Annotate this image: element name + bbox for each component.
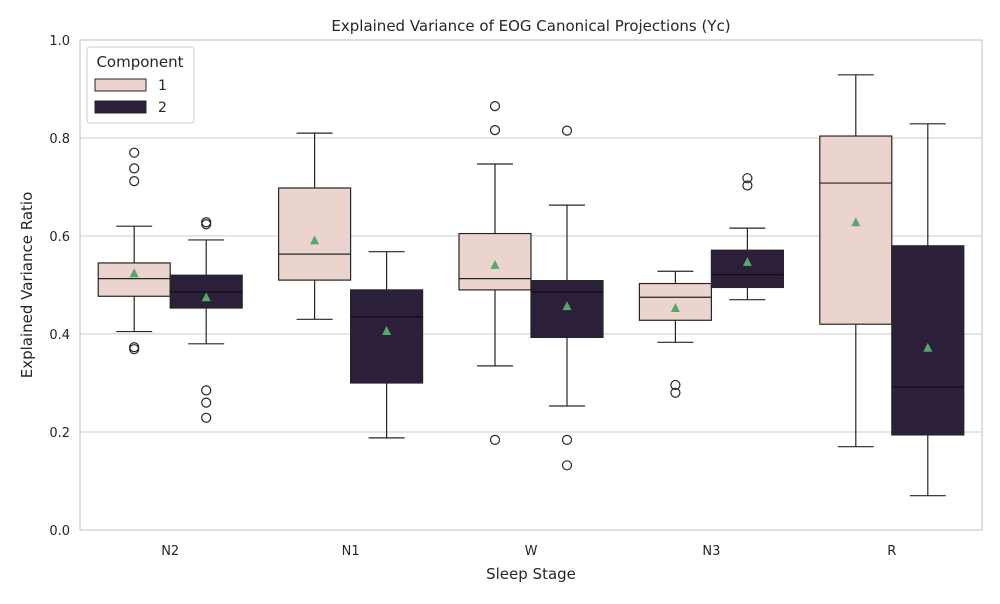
outlier-point xyxy=(129,163,140,174)
legend-label-component-2: 2 xyxy=(158,100,167,116)
outlier-point xyxy=(489,434,501,445)
outlier-point xyxy=(201,385,212,396)
y-tick-label: 0.4 xyxy=(49,328,70,343)
legend-label-component-1: 1 xyxy=(158,78,167,94)
legend: Component 1 2 xyxy=(86,46,195,124)
mean-marker xyxy=(670,303,680,313)
y-tick-label: 0.6 xyxy=(49,230,70,245)
outlier-point xyxy=(561,460,573,471)
box-component-2-N2 xyxy=(169,217,243,423)
iqr-box xyxy=(819,135,893,325)
box-component-1-R xyxy=(819,74,893,448)
mean-marker xyxy=(310,235,320,245)
box-component-2-N3 xyxy=(710,173,785,301)
outlier-point xyxy=(489,125,501,136)
mean-marker xyxy=(201,292,211,302)
iqr-box xyxy=(278,187,352,281)
outlier-point xyxy=(489,101,501,112)
box-component-1-N3 xyxy=(638,270,713,398)
outlier-point xyxy=(129,147,140,158)
chart-title: Explained Variance of EOG Canonical Proj… xyxy=(331,17,730,35)
x-tick-label: N2 xyxy=(161,544,179,559)
iqr-box xyxy=(891,245,965,436)
box-component-1-W xyxy=(458,101,532,445)
outlier-point xyxy=(742,173,753,184)
y-tick-label: 0.8 xyxy=(49,132,70,147)
mean-marker xyxy=(129,268,139,278)
x-tick-label: W xyxy=(525,544,538,559)
mean-marker xyxy=(490,259,500,269)
iqr-box xyxy=(710,249,785,289)
box-component-2-R xyxy=(891,123,965,497)
x-tick-label: N3 xyxy=(702,544,720,559)
plot-frame xyxy=(79,39,983,531)
mean-marker xyxy=(742,256,752,266)
box-component-1-N2 xyxy=(97,147,171,355)
outlier-point xyxy=(561,434,573,445)
box-component-2-W xyxy=(530,125,604,471)
axes: 0.0 0.2 0.4 0.6 0.8 1.0 N2 N1 W N3 R xyxy=(49,34,896,559)
x-tick-label: R xyxy=(887,544,896,559)
outlier-point xyxy=(129,344,140,355)
outlier-point xyxy=(129,176,140,187)
legend-title: Component xyxy=(96,53,183,71)
iqr-box xyxy=(350,289,424,384)
iqr-box xyxy=(638,282,713,321)
outlier-point xyxy=(670,387,681,398)
outlier-point xyxy=(561,125,573,136)
legend-swatch-component-1 xyxy=(94,78,147,92)
outlier-point xyxy=(201,397,212,408)
iqr-box xyxy=(97,262,171,297)
plot-area xyxy=(97,74,965,497)
outlier-point xyxy=(670,379,681,391)
outlier-point xyxy=(742,180,753,191)
y-tick-label: 0.2 xyxy=(49,426,70,441)
y-tick-label: 1.0 xyxy=(49,34,70,49)
mean-marker xyxy=(851,217,861,227)
mean-marker xyxy=(562,301,572,311)
x-axis-label: Sleep Stage xyxy=(486,565,576,583)
box-component-1-N1 xyxy=(278,132,352,320)
y-tick-label: 0.0 xyxy=(49,524,70,539)
mean-marker xyxy=(382,326,392,336)
outlier-point xyxy=(201,412,212,423)
box-component-2-N1 xyxy=(350,251,424,439)
mean-marker xyxy=(923,342,933,352)
outlier-point xyxy=(201,219,212,230)
legend-swatch-component-2 xyxy=(94,100,147,114)
y-axis-label: Explained Variance Ratio xyxy=(18,192,36,379)
x-tick-label: N1 xyxy=(342,544,360,559)
